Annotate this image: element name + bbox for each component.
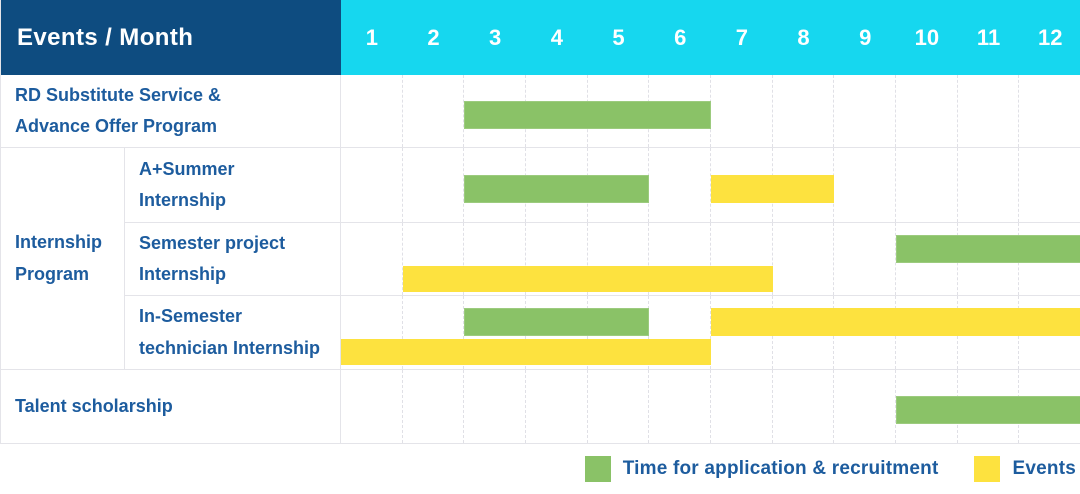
month-column-10	[896, 148, 958, 222]
month-label-9: 9	[859, 24, 872, 50]
month-column-1	[341, 370, 403, 443]
month-label-7: 7	[735, 24, 748, 50]
application-bar-months-3-5	[464, 308, 650, 336]
legend: Time for application & recruitment Events	[0, 444, 1080, 494]
chart-row-rd-substitute-service	[341, 75, 1080, 148]
legend-label-green: Time for application & recruitment	[622, 458, 939, 479]
month-column-8	[773, 223, 835, 295]
month-column-3	[464, 370, 527, 443]
month-column-1	[341, 148, 403, 222]
month-column-1	[341, 223, 403, 295]
application-bar-months-3-6	[464, 100, 711, 129]
label-line: Internship	[139, 264, 227, 284]
month-column-9	[834, 370, 897, 443]
label-line: Advance Offer Program	[15, 116, 218, 136]
month-column-5	[588, 223, 650, 295]
row-label-semester-project-internship: Semester project Internship	[125, 223, 341, 296]
month-column-7	[711, 370, 773, 443]
label-line: Program	[15, 263, 90, 284]
month-header-row: 1 2 3 4 5 6 7 8 9 10 11 12	[341, 0, 1080, 75]
month-column-8	[773, 370, 835, 443]
event-bar-months-7-8	[711, 174, 835, 203]
legend-item-green: Time for application & recruitment	[584, 456, 939, 482]
legend-label-yellow: Events	[1012, 458, 1076, 479]
row-label-in-semester-technician-internship: In-Semester technician Internship	[125, 296, 341, 370]
month-label-8: 8	[797, 24, 810, 50]
row-label-rd-substitute-service: RD Substitute Service & Advance Offer Pro…	[1, 75, 341, 148]
month-column-4	[526, 370, 588, 443]
event-bar-months-1-6	[341, 339, 711, 365]
event-bar-months-2-7	[402, 266, 773, 292]
legend-item-yellow: Events	[974, 456, 1076, 482]
label-line: Semester project	[139, 232, 286, 253]
application-bar-months-10-12	[896, 396, 1080, 425]
gantt-table: Events / Month 1 2 3 4 5 6 7 8 9 10 11 12 Internshi…	[0, 0, 1080, 444]
label-line: RD Substitute Service &	[15, 84, 222, 105]
month-column-2	[403, 148, 465, 222]
month-column-10	[896, 75, 958, 147]
month-column-12	[1019, 148, 1080, 222]
label-line: In-Semester	[139, 306, 243, 326]
chart-row-semester-project-internship	[341, 223, 1080, 296]
month-label-4: 4	[550, 24, 563, 50]
month-label-10: 10	[914, 24, 940, 50]
chart-row-in-semester-technician-internship	[341, 296, 1080, 370]
chart-row-a-plus-summer-internship	[341, 148, 1080, 223]
event-bar-months-7-12	[711, 308, 1080, 336]
row-group-label-internship-program: Internship Program	[1, 148, 125, 370]
month-column-8	[773, 75, 835, 147]
month-label-11: 11	[976, 24, 1001, 50]
month-column-9	[834, 75, 897, 147]
month-column-2	[403, 223, 465, 295]
legend-swatch-yellow	[974, 456, 1001, 482]
month-column-12	[1019, 75, 1080, 147]
month-column-7	[711, 223, 773, 295]
month-column-2	[403, 75, 465, 147]
label-line: Internship	[139, 190, 227, 210]
month-label-6: 6	[674, 24, 687, 50]
month-column-5	[588, 370, 650, 443]
month-column-2	[403, 296, 465, 369]
month-label-3: 3	[489, 24, 502, 50]
month-column-11	[958, 148, 1020, 222]
month-column-7	[711, 75, 773, 147]
label-line: A+Summer	[139, 158, 235, 179]
month-column-2	[403, 370, 465, 443]
month-column-4	[526, 223, 588, 295]
legend-swatch-green	[584, 456, 611, 482]
month-column-1	[341, 75, 403, 147]
row-label-talent-scholarship: Talent scholarship	[1, 370, 341, 444]
month-column-9	[834, 148, 897, 222]
label-line: Talent scholarship	[15, 395, 173, 416]
application-bar-months-10-12	[896, 235, 1080, 263]
month-label-1: 1	[365, 24, 378, 50]
label-line: Internship	[15, 232, 103, 252]
month-label-2: 2	[427, 24, 440, 50]
chart-row-talent-scholarship	[341, 370, 1080, 444]
row-label-a-plus-summer-internship: A+Summer Internship	[125, 148, 341, 223]
table-header-title: Events / Month	[1, 0, 341, 75]
month-column-11	[958, 75, 1020, 147]
label-line: technician Internship	[139, 337, 321, 358]
month-column-6	[649, 370, 712, 443]
month-label-12: 12	[1037, 24, 1063, 50]
month-column-6	[649, 223, 712, 295]
month-column-3	[464, 223, 527, 295]
month-column-6	[649, 148, 712, 222]
month-column-6	[649, 296, 712, 369]
month-column-1	[341, 296, 403, 369]
month-label-5: 5	[612, 24, 625, 50]
application-bar-months-3-5	[464, 174, 650, 203]
month-column-9	[834, 223, 897, 295]
